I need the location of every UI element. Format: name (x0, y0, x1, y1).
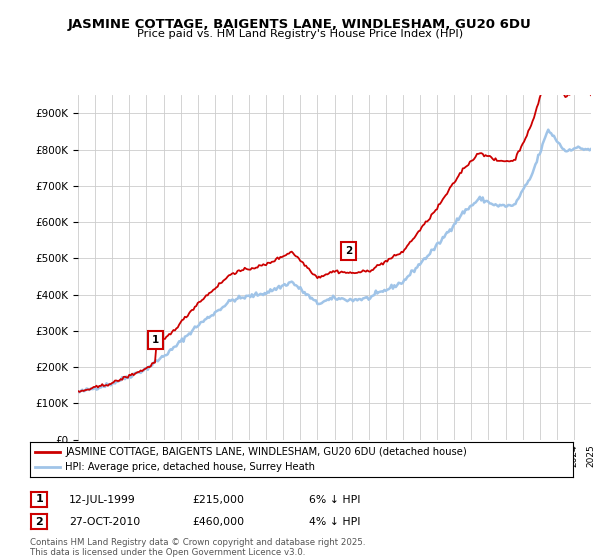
Text: JASMINE COTTAGE, BAIGENTS LANE, WINDLESHAM, GU20 6DU (detached house): JASMINE COTTAGE, BAIGENTS LANE, WINDLESH… (65, 447, 467, 457)
Text: £215,000: £215,000 (192, 494, 244, 505)
Text: JASMINE COTTAGE, BAIGENTS LANE, WINDLESHAM, GU20 6DU: JASMINE COTTAGE, BAIGENTS LANE, WINDLESH… (68, 18, 532, 31)
Text: 1: 1 (35, 494, 43, 504)
Text: 4% ↓ HPI: 4% ↓ HPI (309, 517, 361, 527)
Text: Contains HM Land Registry data © Crown copyright and database right 2025.
This d: Contains HM Land Registry data © Crown c… (30, 538, 365, 557)
Text: HPI: Average price, detached house, Surrey Heath: HPI: Average price, detached house, Surr… (65, 463, 315, 473)
Text: 27-OCT-2010: 27-OCT-2010 (69, 517, 140, 527)
Text: 12-JUL-1999: 12-JUL-1999 (69, 494, 136, 505)
Text: 2: 2 (345, 246, 352, 256)
Text: 6% ↓ HPI: 6% ↓ HPI (309, 494, 361, 505)
Text: 2: 2 (35, 517, 43, 526)
Text: 1: 1 (152, 335, 159, 345)
Text: £460,000: £460,000 (192, 517, 244, 527)
Text: Price paid vs. HM Land Registry's House Price Index (HPI): Price paid vs. HM Land Registry's House … (137, 29, 463, 39)
